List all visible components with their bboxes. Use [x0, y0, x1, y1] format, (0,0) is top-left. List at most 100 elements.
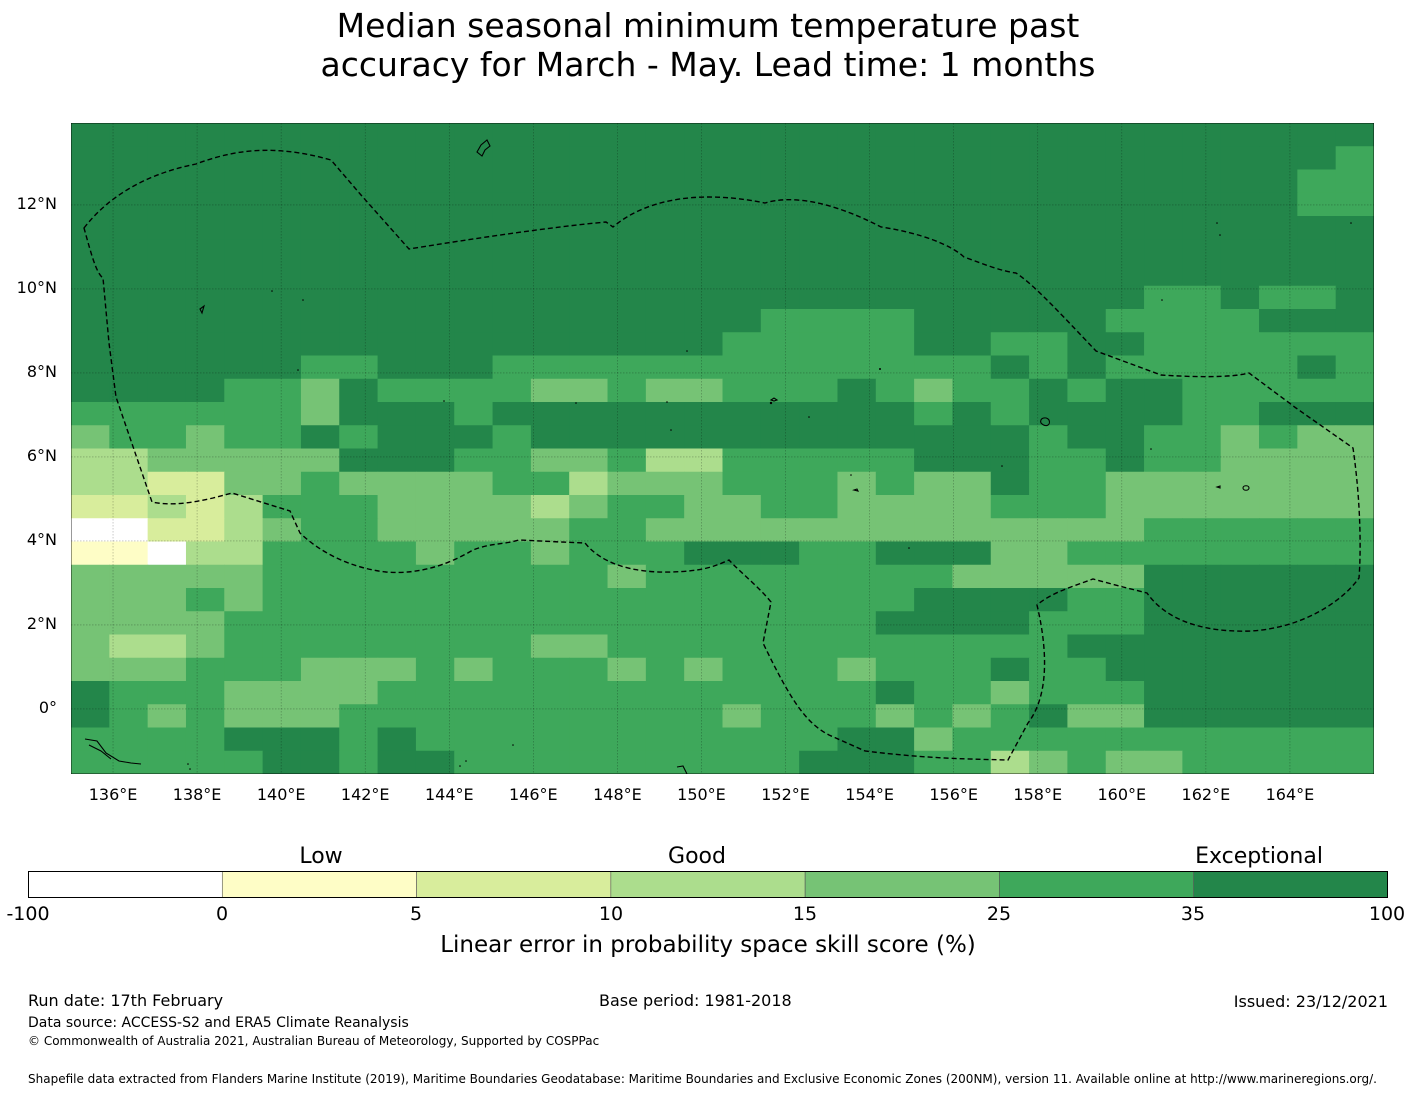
skill-cell — [722, 378, 762, 403]
skill-cell — [454, 192, 494, 217]
skill-cell — [300, 541, 340, 566]
skill-cell — [377, 123, 417, 147]
skill-cell — [645, 611, 685, 636]
skill-cell — [607, 588, 647, 612]
lat-tick-label: 8°N — [26, 361, 57, 381]
skill-cell — [875, 332, 915, 357]
skill-cell — [1144, 239, 1183, 264]
skill-cell — [71, 425, 110, 450]
skill-cell — [454, 262, 494, 287]
skill-cell — [185, 588, 225, 612]
skill-cell — [1335, 192, 1374, 217]
skill-cell — [1220, 704, 1260, 729]
skill-cell — [1297, 657, 1337, 682]
skill-cell — [415, 704, 455, 729]
skill-cell — [1297, 471, 1337, 496]
colorbar-frame — [28, 871, 1388, 898]
skill-cell — [914, 332, 954, 357]
skill-cell — [185, 355, 225, 380]
skill-cell — [607, 518, 647, 543]
skill-cell — [607, 681, 647, 705]
skill-cell — [1105, 448, 1145, 473]
skill-cell — [300, 146, 340, 171]
skill-cell — [990, 309, 1030, 333]
skill-cell — [1144, 681, 1183, 705]
skill-cell — [607, 169, 647, 194]
skill-cell — [530, 355, 570, 380]
skill-cell — [492, 448, 532, 473]
skill-cell — [1259, 704, 1298, 729]
palau-islands — [199, 304, 205, 315]
skill-cell — [224, 309, 264, 333]
skill-cell — [837, 634, 877, 659]
skill-cell — [684, 634, 724, 659]
skill-cell — [1297, 541, 1337, 566]
skill-cell — [492, 588, 532, 612]
skill-cell — [722, 216, 762, 240]
skill-cell — [530, 123, 570, 147]
skill-cell — [224, 588, 264, 612]
skill-cell — [760, 704, 800, 729]
skill-cell — [952, 681, 992, 705]
skill-cell — [914, 216, 954, 240]
skill-cell — [684, 239, 724, 264]
skill-cell — [684, 285, 724, 310]
skill-cell — [1259, 681, 1298, 705]
skill-cell — [1029, 750, 1069, 774]
skill-cell — [990, 588, 1030, 612]
skill-cell — [1182, 471, 1222, 496]
skill-cell — [1182, 518, 1222, 543]
skill-cell — [147, 448, 187, 473]
skill-cell — [607, 355, 647, 380]
skill-cell — [1297, 564, 1337, 589]
skill-cell — [1105, 518, 1145, 543]
skill-cell — [147, 285, 187, 310]
skill-cell — [875, 541, 915, 566]
skill-cell — [1297, 216, 1337, 240]
skill-cell — [454, 123, 494, 147]
skill-cell — [1259, 541, 1298, 566]
skill-cell — [377, 657, 417, 682]
skill-cell — [990, 216, 1030, 240]
skill-cell — [1220, 518, 1260, 543]
skill-cell — [1144, 448, 1183, 473]
skill-cell — [952, 285, 992, 310]
skill-cell — [1029, 611, 1069, 636]
skill-cell — [454, 541, 494, 566]
lat-tick-label: 2°N — [26, 613, 57, 633]
skill-cell — [415, 378, 455, 403]
skill-cell — [799, 309, 839, 333]
skill-cell — [492, 541, 532, 566]
skill-cell — [1029, 541, 1069, 566]
skill-cell — [1259, 588, 1298, 612]
skill-cell — [454, 611, 494, 636]
skill-cell — [109, 425, 149, 450]
skill-cell — [722, 657, 762, 682]
skill-cell — [492, 123, 532, 147]
skill-cell — [1182, 681, 1222, 705]
skill-cell — [454, 332, 494, 357]
skill-cell — [722, 634, 762, 659]
skill-cell — [71, 448, 110, 473]
skill-cell — [1297, 518, 1337, 543]
skill-cell — [837, 657, 877, 682]
skill-cell — [1220, 588, 1260, 612]
skill-cell — [530, 309, 570, 333]
base-period: Base period: 1981-2018 — [599, 991, 792, 1010]
skill-cell — [569, 309, 609, 333]
skill-cell — [607, 611, 647, 636]
skill-cell — [760, 541, 800, 566]
colorbar-segment — [999, 871, 1195, 898]
skill-cell — [1259, 285, 1298, 310]
skill-cell — [1105, 541, 1145, 566]
skill-cell — [607, 471, 647, 496]
skill-cell — [1259, 309, 1298, 333]
skill-cell — [760, 518, 800, 543]
skill-cell — [1182, 216, 1222, 240]
skill-cell — [262, 750, 302, 774]
skill-cell — [645, 402, 685, 426]
skill-cell — [492, 146, 532, 171]
skill-cell — [71, 402, 110, 426]
skill-cell — [914, 146, 954, 171]
skill-cell — [1335, 123, 1374, 147]
